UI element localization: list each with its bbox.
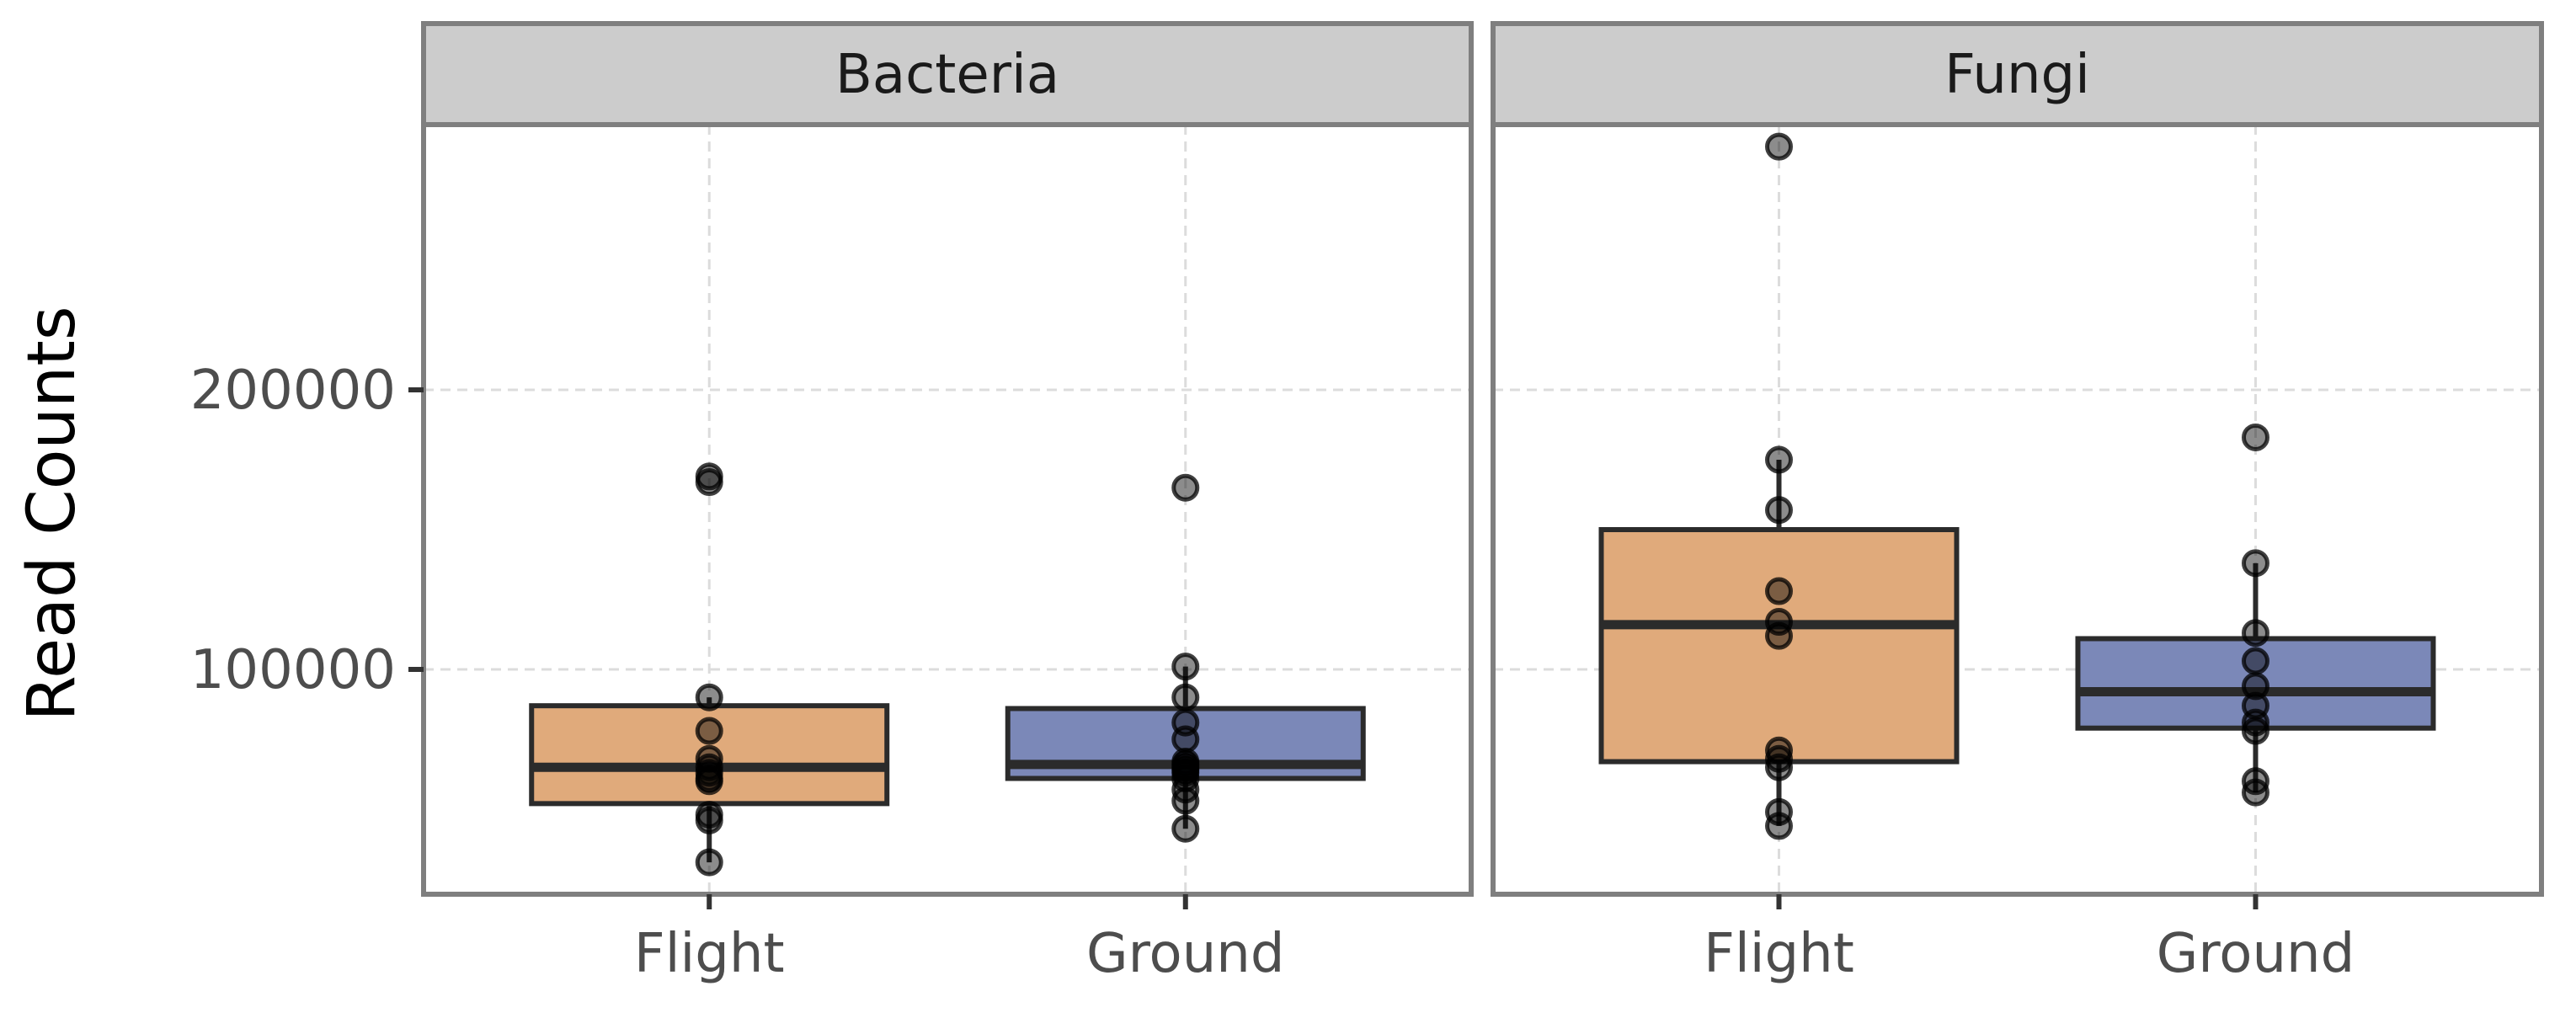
- data-point: [1171, 473, 1200, 502]
- data-point: [2241, 691, 2269, 720]
- data-point: [1171, 814, 1200, 843]
- data-point: [2241, 619, 2269, 648]
- facet-label: Bacteria: [835, 44, 1059, 106]
- box-ground: [2075, 423, 2436, 807]
- panel-border: [1491, 122, 2544, 897]
- data-point: [1765, 608, 1794, 637]
- data-point: [695, 683, 723, 712]
- x-tick-label: Ground: [2157, 923, 2355, 985]
- data-point: [2241, 672, 2269, 701]
- y-axis-title: Read Counts: [14, 306, 90, 721]
- box-body: [2075, 636, 2436, 731]
- facet-label: Fungi: [1944, 44, 2090, 106]
- x-tick-label: Ground: [1086, 923, 1284, 985]
- y-tick-label: 200000: [190, 360, 396, 422]
- data-point: [2241, 767, 2269, 796]
- data-point: [1765, 744, 1794, 773]
- data-point: [1765, 736, 1794, 765]
- panel-bacteria: Bacteria Flight Ground: [421, 21, 1474, 985]
- panels: Bacteria Flight Ground Fungi Flight Ground: [421, 21, 2544, 985]
- data-point: [695, 744, 723, 773]
- panel-fungi: Fungi Flight Ground: [1491, 21, 2544, 985]
- facet-strip: [421, 21, 1474, 127]
- data-point: [1171, 748, 1200, 776]
- box-flight: [529, 462, 890, 877]
- data-point: [1765, 132, 1794, 161]
- y-tick-label: 100000: [190, 639, 396, 701]
- data-point: [1171, 708, 1200, 737]
- panel-border: [421, 122, 1474, 897]
- data-point: [695, 801, 723, 829]
- box-ground: [1005, 473, 1366, 843]
- data-point: [1171, 653, 1200, 681]
- box-flight: [1598, 132, 1960, 840]
- plot-background: [1493, 125, 2541, 894]
- data-point: [1765, 496, 1794, 525]
- data-point: [2241, 647, 2269, 675]
- x-tick-label: Flight: [634, 923, 785, 985]
- data-point: [1765, 797, 1794, 826]
- data-point: [2241, 423, 2269, 451]
- data-point: [695, 717, 723, 745]
- data-point: [695, 462, 723, 491]
- data-point: [2241, 549, 2269, 578]
- x-tick-label: Flight: [1704, 923, 1854, 985]
- data-point: [1171, 683, 1200, 712]
- y-axis: 100000 200000: [190, 360, 424, 701]
- data-point: [1765, 577, 1794, 605]
- data-point: [695, 753, 723, 781]
- data-point: [1765, 445, 1794, 474]
- data-point: [695, 848, 723, 877]
